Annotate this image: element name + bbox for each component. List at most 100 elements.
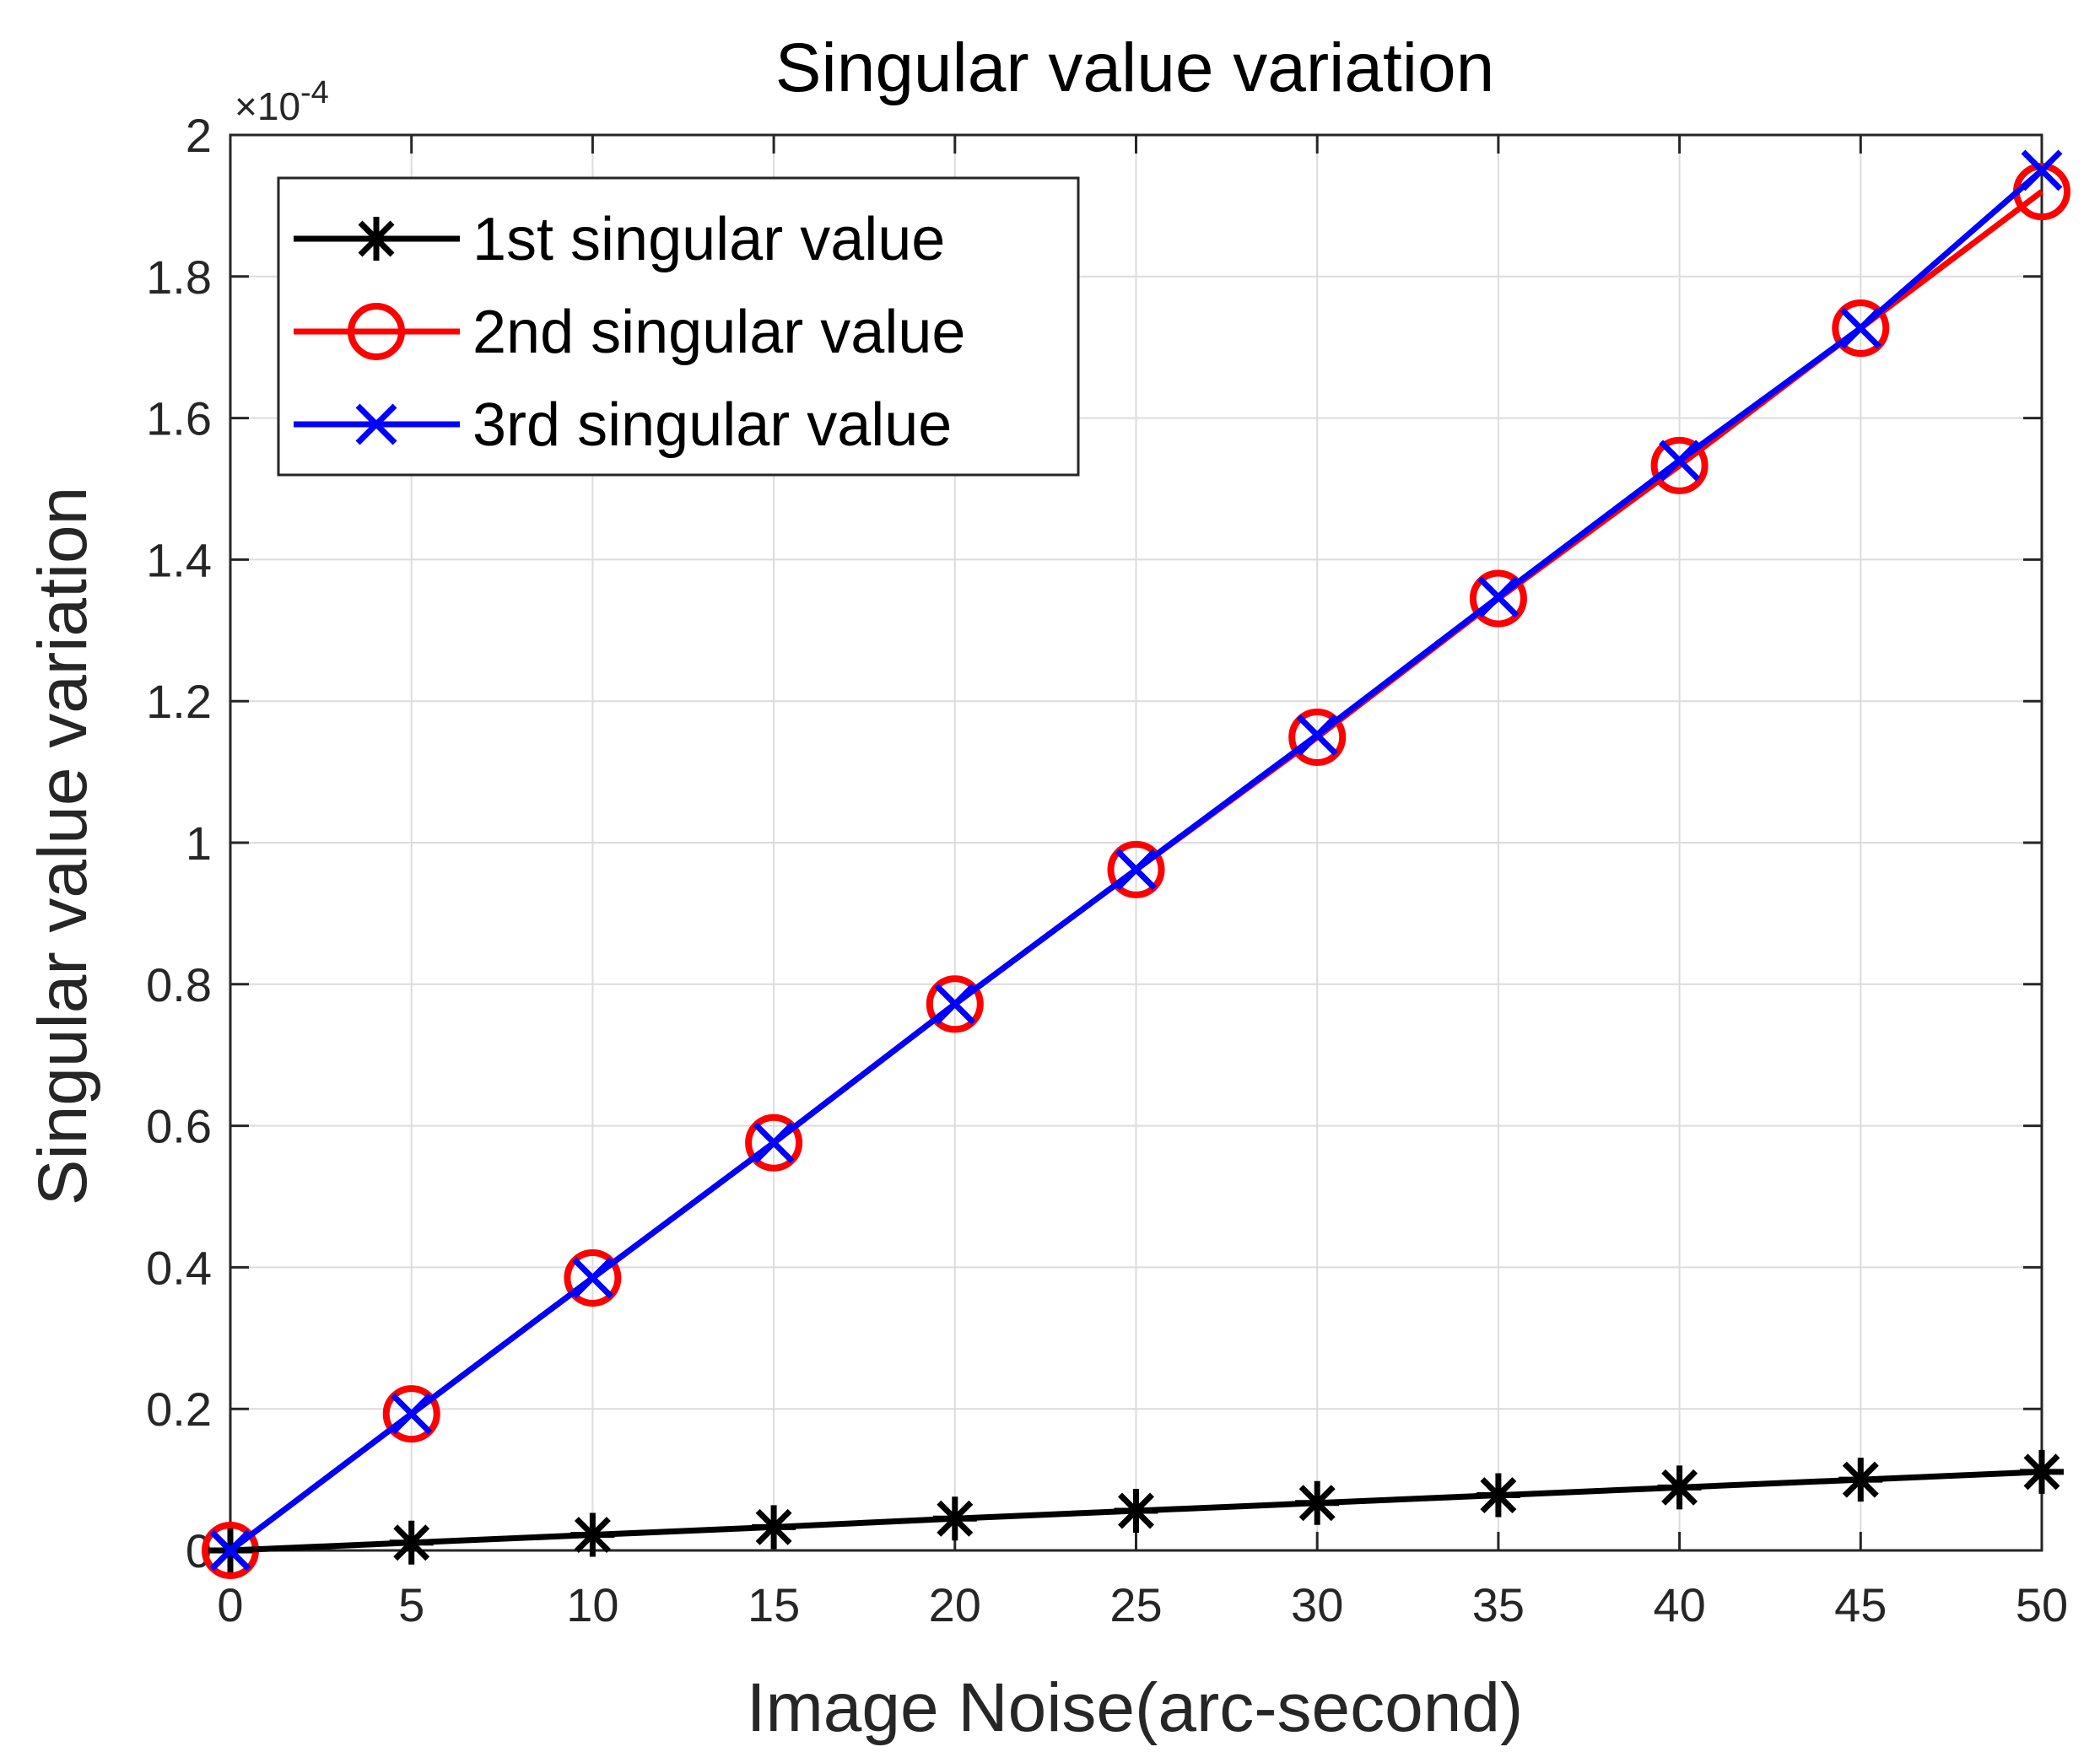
series-group	[202, 149, 2070, 1579]
data-point	[1659, 439, 1701, 482]
y-tick-label: 0.6	[146, 1100, 212, 1153]
data-point	[564, 1248, 622, 1307]
x-tick-label: 45	[1834, 1578, 1887, 1631]
marker-star-stroke	[574, 1517, 611, 1554]
y-tick-label: 0.8	[146, 958, 212, 1011]
data-point	[1296, 714, 1338, 756]
marker-x-stroke	[934, 983, 976, 1025]
y-axis-exponent-label: ×10-4	[235, 75, 329, 128]
data-point	[926, 975, 984, 1033]
marker-x-stroke	[571, 1257, 613, 1299]
legend: 1st singular value 2nd singular value 3rd …	[277, 176, 1080, 477]
data-point	[1295, 1480, 1340, 1525]
data-point	[389, 1520, 434, 1565]
marker-star-stroke	[1480, 1477, 1517, 1514]
marker-star-stroke	[2023, 1453, 2060, 1491]
y-tick-label: 1	[186, 817, 212, 870]
x-tick-label: 40	[1653, 1578, 1705, 1631]
data-point	[1476, 1473, 1520, 1518]
x-tick-label: 30	[1291, 1578, 1343, 1631]
data-point	[2021, 149, 2063, 191]
y-tick-label: 2	[186, 109, 212, 162]
y-tick-label: 1.2	[146, 675, 212, 728]
x-axis-label: Image Noise(arc-second)	[747, 1669, 1524, 1746]
data-point	[1657, 1465, 1702, 1510]
marker-circle	[382, 1385, 440, 1443]
series-1	[208, 1449, 2064, 1572]
marker-star-stroke	[1842, 1461, 1879, 1498]
marker-star-stroke	[937, 1500, 974, 1537]
marker-star-stroke	[393, 1524, 430, 1561]
y-exponent-base: ×10	[235, 84, 300, 128]
data-point	[745, 1113, 803, 1172]
x-tick-label: 25	[1109, 1578, 1162, 1631]
y-tick-label: 0.2	[146, 1383, 212, 1436]
marker-star-stroke	[358, 220, 395, 257]
marker-circle	[1107, 840, 1165, 898]
y-axis-label: Singular value variation	[24, 487, 101, 1205]
data-point	[209, 1529, 251, 1572]
data-point	[752, 1505, 796, 1550]
data-point	[1114, 1489, 1158, 1534]
marker-circle	[564, 1248, 622, 1307]
x-tick-label: 15	[748, 1578, 800, 1631]
axis-ticks: 0 5 10 15 20 25 30 35 40 45 5000.20.40.60.811.21.4…	[146, 109, 2068, 1631]
marker-x-stroke	[2021, 149, 2063, 191]
x-tick-label: 10	[566, 1578, 618, 1631]
legend-entry: 1st singular value	[294, 206, 945, 273]
legend-marker	[355, 403, 397, 445]
series-3	[209, 149, 2063, 1572]
data-point	[1115, 849, 1157, 891]
marker-circle	[926, 975, 984, 1033]
x-tick-label: 50	[2016, 1578, 2068, 1631]
y-tick-label: 1.4	[146, 533, 212, 586]
data-point	[1469, 569, 1527, 628]
marker-star-stroke	[1118, 1492, 1154, 1529]
data-point	[1832, 299, 1890, 358]
marker-circle	[1288, 708, 1347, 766]
y-tick-label: 1.6	[146, 392, 212, 445]
marker-circle	[1832, 299, 1890, 358]
x-tick-label: 35	[1472, 1578, 1525, 1631]
x-tick-label: 5	[398, 1578, 424, 1631]
marker-x-stroke	[355, 403, 397, 445]
chart-title: Singular value variation	[775, 30, 1494, 106]
data-point	[571, 1257, 613, 1299]
legend-label: 3rd singular value	[472, 391, 952, 459]
marker-circle	[1469, 569, 1527, 628]
x-tick-label: 20	[929, 1578, 981, 1631]
data-point	[2020, 1449, 2064, 1494]
marker-x-stroke	[391, 1393, 433, 1435]
data-point	[1107, 840, 1165, 898]
marker-circle	[348, 303, 405, 360]
marker-x-stroke	[1659, 439, 1701, 482]
legend-label: 1st singular value	[472, 206, 945, 273]
marker-x-stroke	[1477, 576, 1520, 618]
legend-marker	[354, 217, 398, 261]
marker-circle	[745, 1113, 803, 1172]
marker-circle	[1650, 436, 1709, 494]
legend-entry: 2nd singular value	[294, 299, 965, 366]
marker-star-stroke	[755, 1508, 792, 1545]
data-point	[1839, 307, 1881, 349]
legend-entry: 3rd singular value	[294, 391, 952, 459]
x-tick-label: 0	[217, 1578, 243, 1631]
y-exponent-power: -4	[300, 75, 329, 111]
data-point	[934, 983, 976, 1025]
marker-star-stroke	[1661, 1469, 1698, 1506]
marker-x-stroke	[753, 1122, 795, 1164]
data-point	[570, 1512, 615, 1557]
data-point	[382, 1385, 440, 1443]
data-point	[1650, 436, 1709, 494]
y-tick-label: 1.8	[146, 251, 212, 304]
data-point	[932, 1496, 977, 1541]
data-point	[753, 1122, 795, 1164]
legend-label: 2nd singular value	[472, 299, 965, 366]
legend-marker	[348, 303, 405, 360]
marker-star-stroke	[1298, 1485, 1336, 1522]
marker-x-stroke	[1115, 849, 1157, 891]
marker-x-stroke	[209, 1529, 251, 1572]
y-tick-label: 0.4	[146, 1241, 212, 1294]
marker-x-stroke	[1839, 307, 1881, 349]
